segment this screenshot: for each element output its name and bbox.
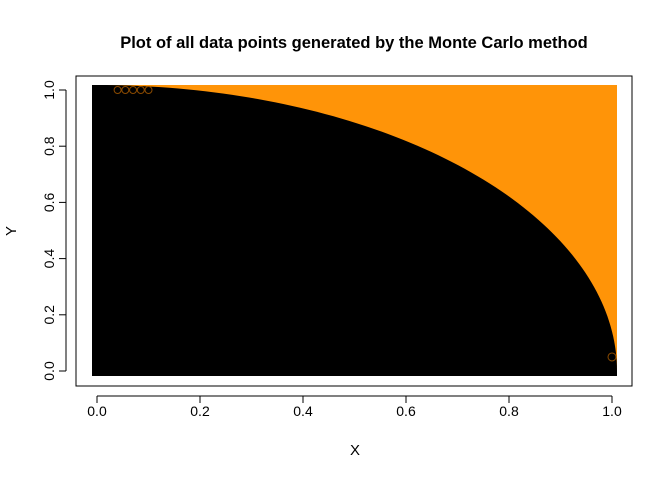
x-tick-label: 0.2 (190, 403, 210, 419)
x-axis: 0.0 0.2 0.4 0.6 0.8 1.0 (87, 395, 622, 419)
plot-frame (75, 75, 633, 387)
edge-point (144, 86, 153, 94)
chart-title: Plot of all data points generated by the… (120, 34, 588, 52)
edge-point (121, 86, 130, 94)
x-axis-label: X (350, 442, 360, 459)
x-tick-label: 0.0 (87, 403, 107, 419)
x-tick-label: 0.4 (293, 403, 313, 419)
y-tick-label: 0.6 (41, 192, 57, 212)
plot-area (92, 85, 617, 376)
y-axis-label: Y (3, 226, 20, 236)
edge-point (129, 86, 138, 94)
edge-point (113, 86, 122, 94)
x-tick-label: 0.6 (396, 403, 416, 419)
edge-point (607, 352, 617, 362)
y-tick-label: 0.2 (41, 305, 57, 325)
x-tick-label: 1.0 (602, 403, 622, 419)
y-tick-label: 0.4 (41, 249, 57, 269)
y-tick-label: 1.0 (41, 80, 57, 100)
x-tick-label: 0.8 (499, 403, 519, 419)
edge-point (136, 86, 145, 94)
y-tick-label: 0.8 (41, 136, 57, 156)
inside-circle-region (92, 85, 617, 376)
y-tick-label: 0.0 (41, 361, 57, 381)
y-axis: 0.0 0.2 0.4 0.6 0.8 1.0 (41, 80, 67, 381)
edge-points (113, 86, 617, 362)
